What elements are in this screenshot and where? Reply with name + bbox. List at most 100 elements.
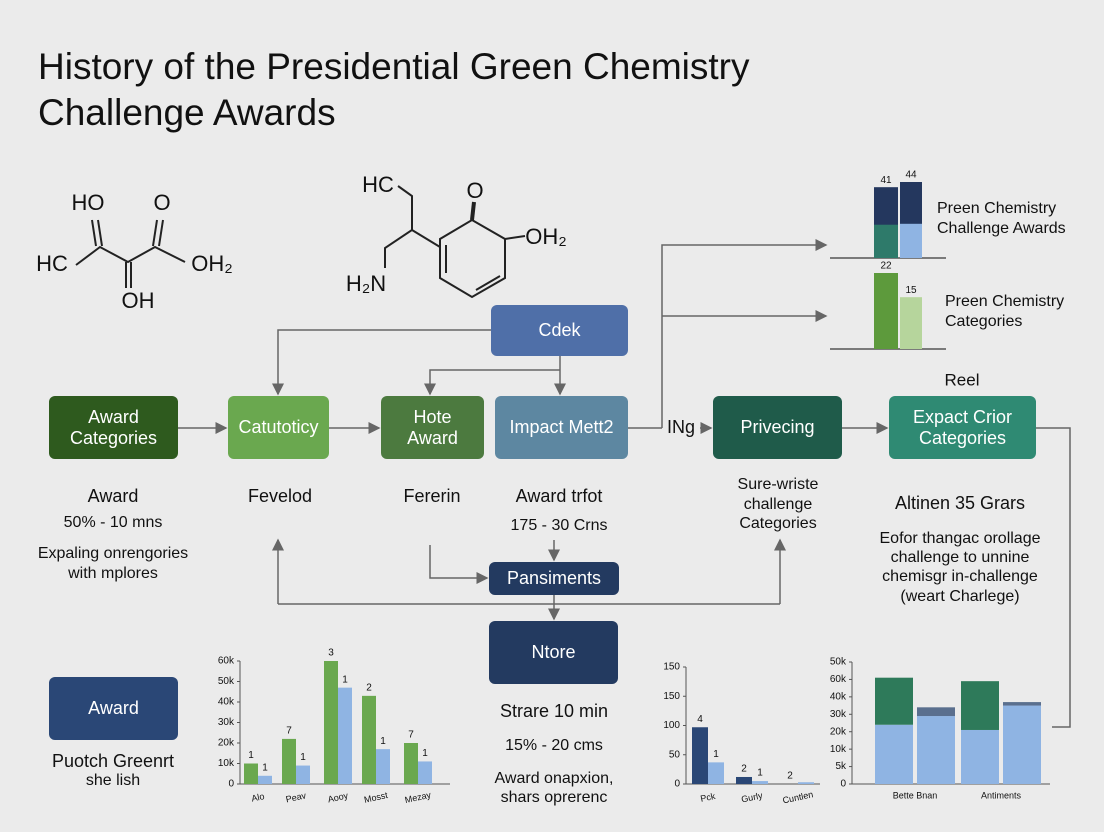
caption: 50% - 10 mns (64, 514, 163, 531)
label: Alo (250, 791, 265, 803)
label: 22 (880, 261, 892, 272)
bar-segment (917, 716, 955, 784)
node: Award Categories (49, 396, 178, 459)
node: Cdek (491, 305, 628, 356)
label: 7 (408, 730, 414, 741)
arrow (272, 329, 491, 396)
y-tick-label: 150 (663, 691, 680, 702)
y-tick-label: 10k (830, 744, 847, 755)
bar-segment (1003, 702, 1041, 706)
label: 2 (741, 764, 747, 775)
label: 1 (262, 762, 268, 773)
y-tick-label: 20k (218, 738, 235, 749)
label: OH (122, 288, 155, 313)
label: Gurly (740, 790, 764, 804)
label: Categories (945, 313, 1022, 330)
bar-segment (917, 707, 955, 717)
label: 2 (787, 771, 793, 782)
label: HO (72, 190, 105, 215)
bar (324, 661, 338, 784)
y-tick-label: 30k (830, 709, 847, 720)
label: 4 (697, 714, 703, 725)
label: 1 (380, 736, 386, 747)
caption: Fevelod (248, 486, 312, 506)
caption: Eofor thangac orollage (880, 530, 1041, 547)
label: Preen Chemistry (945, 293, 1064, 310)
title: History of the Presidential Green Chemis… (38, 46, 750, 133)
caption: Puotch Greenrt (52, 751, 174, 771)
node: Impact Mett2 (495, 396, 628, 459)
y-tick-label: 150 (663, 662, 680, 673)
label: 41 (880, 175, 892, 186)
y-tick-label: 60k (830, 674, 847, 685)
label: Reel (945, 370, 980, 389)
label: 1 (248, 750, 254, 761)
bar (798, 782, 814, 784)
node: Ntore (489, 621, 618, 684)
caption: challenge to unnine (891, 549, 1030, 566)
connectors (178, 239, 1071, 728)
label: Peav (285, 790, 308, 804)
node: Privecing (713, 396, 842, 459)
bar (874, 273, 898, 349)
caption: challenge (744, 496, 813, 513)
arrow (661, 239, 828, 428)
bar (282, 738, 296, 784)
y-tick-label: 30k (218, 717, 235, 728)
y-tick-label: 0 (674, 779, 680, 790)
node: Expact Crior Categories (889, 396, 1036, 459)
caption: Expaling onrengories (38, 545, 188, 562)
caption: she lish (86, 772, 140, 789)
bar-segment (875, 677, 913, 725)
y-tick-label: 40k (218, 697, 235, 708)
label: 1 (342, 674, 348, 685)
bar (376, 749, 390, 784)
caption: Fererin (403, 486, 460, 506)
label: Aooy (327, 790, 350, 804)
label: Pck (699, 791, 716, 804)
y-tick-label: 40k (830, 691, 847, 702)
bar-segment (961, 729, 999, 784)
bar-segment (875, 724, 913, 784)
bar (338, 687, 352, 784)
caption: Award trfot (516, 486, 603, 506)
y-tick-label: 5k (835, 761, 847, 772)
caption: shars oprerenc (501, 789, 608, 806)
label: OH₂ (525, 224, 567, 249)
caption: Sure-wriste (738, 476, 819, 493)
label: Antiments (981, 790, 1022, 800)
bar-lower (874, 224, 898, 258)
label: Mosst (363, 790, 389, 805)
label: 15 (905, 285, 917, 296)
bar-segment (961, 681, 999, 730)
y-tick-label: 100 (663, 720, 680, 731)
bar (296, 765, 310, 784)
bar (362, 695, 376, 784)
bar (752, 781, 768, 784)
label: Cuntlen (782, 789, 814, 805)
caption: Altinen 35 Grars (895, 493, 1025, 513)
bar (244, 763, 258, 784)
label: OH₂ (191, 251, 233, 276)
arrow (424, 369, 560, 396)
label: HC (362, 172, 394, 197)
arrow (1036, 427, 1071, 728)
molecule-bonds (75, 185, 526, 299)
label: 2 (366, 682, 372, 693)
bar-segment (1003, 705, 1041, 784)
label: 1 (422, 748, 428, 759)
label: O (153, 190, 170, 215)
label: Bette Bnan (893, 790, 938, 800)
bar (736, 776, 752, 784)
label: INg (667, 417, 695, 437)
label: Mezay (404, 790, 432, 805)
label: 1 (300, 752, 306, 763)
label: 44 (905, 170, 917, 181)
y-tick-label: 50k (830, 657, 847, 668)
y-tick-label: 50 (669, 749, 681, 760)
bar (900, 297, 922, 349)
bar (404, 743, 418, 784)
label: Preen Chemistry (937, 200, 1056, 217)
